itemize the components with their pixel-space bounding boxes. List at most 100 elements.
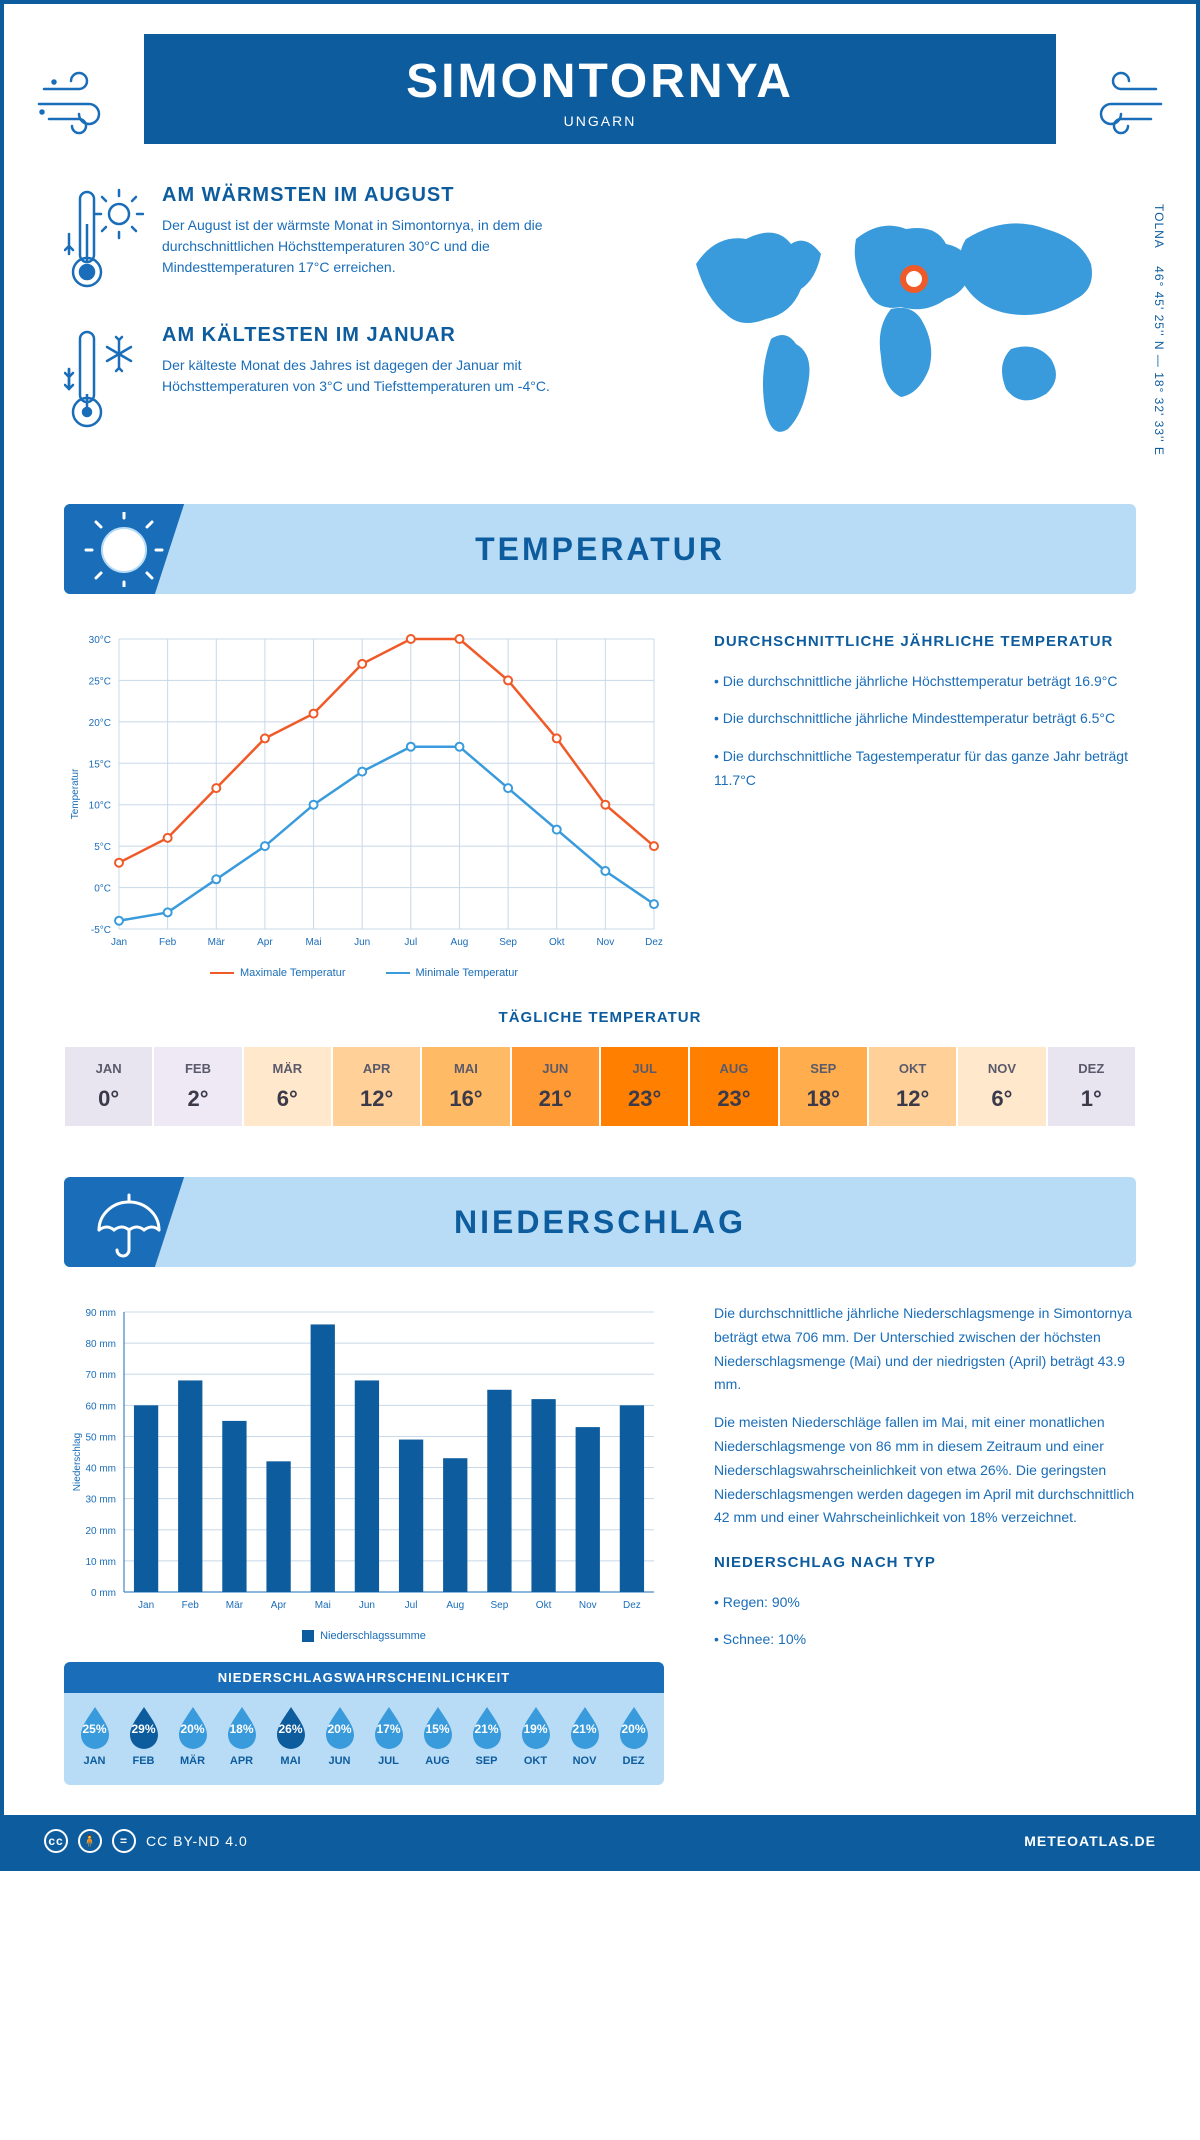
coldest-title: AM KÄLTESTEN IM JANUAR [162,324,616,347]
svg-text:0 mm: 0 mm [91,1588,116,1599]
svg-text:Mär: Mär [226,1600,244,1611]
precip-title: NIEDERSCHLAG [64,1204,1136,1241]
svg-text:Okt: Okt [549,937,565,948]
coldest-text: Der kälteste Monat des Jahres ist dagege… [162,355,616,397]
svg-text:Jan: Jan [111,937,127,948]
svg-text:Temperatur: Temperatur [70,768,81,819]
svg-text:Jul: Jul [404,937,417,948]
prob-cell: 19%OKT [511,1705,560,1767]
wind-icon [34,64,134,144]
umbrella-icon [84,1185,164,1260]
svg-text:-5°C: -5°C [91,925,111,936]
city-name: SIMONTORNYA [144,54,1056,109]
daily-temp-cell: NOV6° [957,1046,1046,1127]
prob-cell: 20%MÄR [168,1705,217,1767]
nd-icon: = [112,1829,136,1853]
svg-text:15°C: 15°C [89,759,111,770]
prob-cell: 20%DEZ [609,1705,658,1767]
wind-icon [1066,64,1166,144]
svg-text:30°C: 30°C [89,635,111,646]
svg-text:Feb: Feb [159,937,177,948]
precip-bar-chart: 0 mm10 mm20 mm30 mm40 mm50 mm60 mm70 mm8… [64,1302,664,1785]
svg-text:Sep: Sep [491,1600,509,1611]
prob-cell: 15%AUG [413,1705,462,1767]
svg-text:Dez: Dez [623,1600,641,1611]
svg-text:10°C: 10°C [89,801,111,812]
precip-section-header: NIEDERSCHLAG [64,1177,1136,1267]
svg-text:Okt: Okt [536,1600,552,1611]
warmest-title: AM WÄRMSTEN IM AUGUST [162,184,616,207]
svg-text:25°C: 25°C [89,676,111,687]
svg-text:Aug: Aug [446,1600,464,1611]
svg-text:60 mm: 60 mm [85,1401,116,1412]
svg-text:Sep: Sep [499,937,517,948]
thermometer-sun-icon [64,184,144,294]
svg-text:20°C: 20°C [89,718,111,729]
temperature-title: TEMPERATUR [64,531,1136,568]
svg-text:Dez: Dez [645,937,663,948]
daily-temp-cell: MÄR6° [243,1046,332,1127]
prob-cell: 21%NOV [560,1705,609,1767]
daily-temp-strip: JAN0°FEB2°MÄR6°APR12°MAI16°JUN21°JUL23°A… [64,1046,1136,1127]
prob-title: NIEDERSCHLAGSWAHRSCHEINLICHKEIT [64,1662,664,1693]
warmest-text: Der August ist der wärmste Monat in Simo… [162,215,616,278]
precip-chart-legend: Niederschlagssumme [64,1630,664,1642]
svg-text:Niederschlag: Niederschlag [72,1433,83,1491]
daily-temp-cell: DEZ1° [1047,1046,1136,1127]
world-map: TOLNA 46° 45' 25'' N — 18° 32' 33'' E [656,184,1136,464]
svg-text:Nov: Nov [596,937,614,948]
facts-column: AM WÄRMSTEN IM AUGUST Der August ist der… [64,184,616,464]
svg-text:90 mm: 90 mm [85,1308,116,1319]
site-name: METEOATLAS.DE [1024,1833,1156,1849]
svg-text:Mai: Mai [315,1600,331,1611]
svg-text:Mär: Mär [208,937,226,948]
svg-text:0°C: 0°C [94,884,111,895]
cc-icon: cc [44,1829,68,1853]
svg-text:80 mm: 80 mm [85,1339,116,1350]
svg-text:5°C: 5°C [94,842,111,853]
prob-cell: 18%APR [217,1705,266,1767]
svg-text:50 mm: 50 mm [85,1432,116,1443]
daily-temp-cell: MAI16° [421,1046,510,1127]
svg-text:Jul: Jul [405,1600,418,1611]
svg-text:Apr: Apr [257,937,273,948]
prob-cell: 20%JUN [315,1705,364,1767]
svg-text:30 mm: 30 mm [85,1495,116,1506]
temperature-line-chart: -5°C 0°C 5°C 10°C 15°C 20°C 25°C 30°C Jan Feb Mär A… [64,629,664,979]
svg-text:Jun: Jun [354,937,370,948]
prob-cell: 29%FEB [119,1705,168,1767]
svg-text:Apr: Apr [271,1600,287,1611]
daily-temp-title: TÄGLICHE TEMPERATUR [64,1009,1136,1026]
daily-temp-cell: SEP18° [779,1046,868,1127]
svg-text:Jan: Jan [138,1600,154,1611]
svg-text:70 mm: 70 mm [85,1370,116,1381]
svg-text:Nov: Nov [579,1600,597,1611]
prob-cell: 21%SEP [462,1705,511,1767]
svg-text:10 mm: 10 mm [85,1557,116,1568]
country-name: UNGARN [144,113,1056,129]
license: cc 🧍 = CC BY-ND 4.0 [44,1829,248,1853]
prob-cell: 17%JUL [364,1705,413,1767]
temp-chart-legend: Maximale Temperatur Minimale Temperatur [64,967,664,979]
daily-temp-cell: JUL23° [600,1046,689,1127]
prob-cell: 26%MAI [266,1705,315,1767]
thermometer-snow-icon [64,324,144,434]
prob-cell: 25%JAN [70,1705,119,1767]
sun-icon [84,512,164,587]
by-icon: 🧍 [78,1829,102,1853]
title-banner: SIMONTORNYA UNGARN [144,34,1056,144]
temperature-section-header: TEMPERATUR [64,504,1136,594]
infographic-page: SIMONTORNYA UNGARN AM WÄRMSTEN IM AUGUST… [0,0,1200,1871]
svg-text:Mai: Mai [305,937,321,948]
svg-text:Feb: Feb [182,1600,200,1611]
temperature-summary: DURCHSCHNITTLICHE JÄHRLICHE TEMPERATUR •… [714,629,1136,979]
precip-summary: Die durchschnittliche jährliche Niedersc… [714,1302,1136,1785]
svg-text:Aug: Aug [451,937,469,948]
daily-temp-cell: JAN0° [64,1046,153,1127]
daily-temp-cell: FEB2° [153,1046,242,1127]
daily-temp-cell: AUG23° [689,1046,778,1127]
precip-probability-box: NIEDERSCHLAGSWAHRSCHEINLICHKEIT 25%JAN29… [64,1662,664,1785]
coordinates: TOLNA 46° 45' 25'' N — 18° 32' 33'' E [1152,204,1166,456]
daily-temp-cell: APR12° [332,1046,421,1127]
svg-text:40 mm: 40 mm [85,1464,116,1475]
